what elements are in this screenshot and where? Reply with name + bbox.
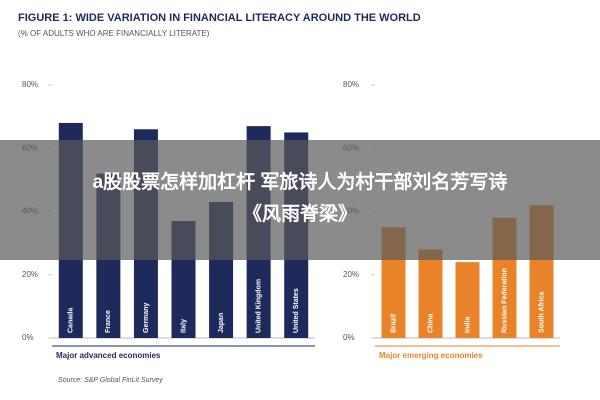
- category-label: India: [464, 317, 471, 333]
- y-tick-label: 80%: [343, 80, 359, 89]
- y-tick-label: 20%: [22, 270, 38, 279]
- y-tick-label: 20%: [343, 270, 359, 279]
- x-axis-label: Major advanced economies: [56, 351, 161, 360]
- category-label: Italy: [180, 319, 187, 333]
- overlay-text: a股股票怎样加杠杆 军旅诗人为村干部刘名芳写诗: [93, 170, 508, 193]
- overlay-text: 《风雨脊梁》: [243, 202, 357, 225]
- category-label: South Africa: [538, 292, 545, 333]
- category-label: Brazil: [390, 314, 397, 333]
- category-label: United States: [293, 288, 300, 333]
- category-label: United Kingdom: [255, 279, 262, 333]
- x-axis-label: Major emerging economies: [379, 351, 483, 360]
- category-label: Germany: [143, 303, 150, 333]
- bar: [455, 262, 480, 338]
- chart-subtitle: (% OF ADULTS WHO ARE FINANCIALLY LITERAT…: [18, 29, 210, 38]
- overlay-band: [0, 140, 600, 260]
- category-label: Russian Federation: [501, 268, 508, 333]
- y-tick-label: 0%: [343, 333, 355, 342]
- category-label: France: [105, 310, 112, 333]
- category-label: Japan: [218, 313, 225, 333]
- category-label: China: [427, 313, 434, 333]
- source: Source: S&P Global FinLit Survey: [58, 377, 163, 384]
- y-tick-label: 0%: [22, 333, 34, 342]
- chart-title: FIGURE 1: WIDE VARIATION IN FINANCIAL LI…: [18, 12, 421, 24]
- bar: [418, 249, 443, 338]
- category-label: Canada: [68, 308, 75, 333]
- y-tick-label: 80%: [22, 80, 38, 89]
